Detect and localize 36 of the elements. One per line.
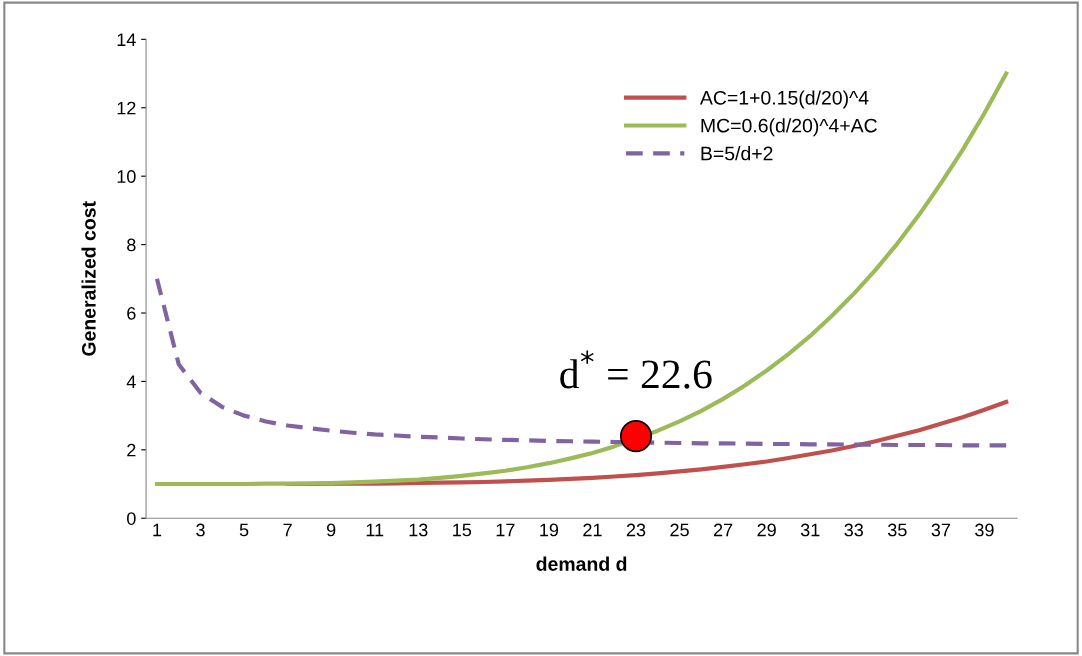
x-tick-label: 29 [757,523,776,537]
x-tick-label: 21 [583,523,602,537]
x-tick-label: 39 [975,523,994,537]
y-tick-label: 4 [126,375,136,388]
x-tick-label: 1 [153,523,162,537]
y-tick-label: 12 [117,101,136,115]
x-tick-label: 7 [283,523,292,537]
x-tick-label: 9 [326,523,336,537]
x-tick-label: 5 [239,523,249,537]
x-tick-label: 23 [626,523,646,537]
line-series [154,276,1009,448]
y-tick-label: 10 [117,170,136,183]
x-tick-label: 37 [931,523,950,537]
x-tick-label: 31 [800,523,820,537]
x-tick-label: 13 [409,523,428,537]
y-tick-label: 0 [127,512,136,525]
x-tick-label: 35 [887,523,907,537]
legend-label: B=5/d+2 [701,146,773,161]
y-tick-label: 14 [117,33,136,46]
x-tick-label: 33 [844,523,864,537]
annotation: d$^{*}$ = 22.6 [560,350,712,389]
x-tick-label: 3 [196,523,205,537]
legend-label: MC=0.6(d/20)^4+AC [701,118,877,137]
y-tick-label: 6 [127,306,136,320]
x-tick-label: 15 [453,523,472,537]
line-series [154,71,1009,487]
y-tick-label: 8 [127,238,136,252]
x-tick-label: 27 [713,523,733,537]
x-tick-label: 17 [496,523,515,537]
legend-label: AC=1+0.15(d/20)^4 [699,90,869,109]
y-axis-title: Generalized cost [81,201,96,356]
x-tick-label: 25 [670,523,689,537]
x-axis-title: demand d [536,556,627,571]
y-tick-label: 2 [127,443,136,457]
x-tick-label: 19 [540,523,559,537]
x-tick-label: 11 [366,523,384,537]
